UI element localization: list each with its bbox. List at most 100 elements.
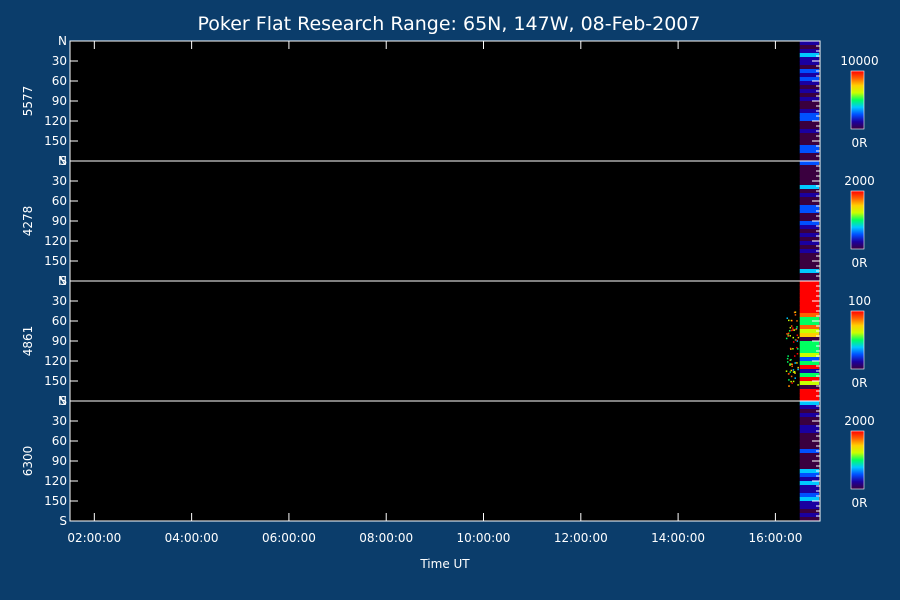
strip-cell xyxy=(799,261,819,266)
emission-speck xyxy=(793,329,796,331)
strip-cell xyxy=(799,241,819,246)
strip-cell xyxy=(799,369,819,374)
panel-data-strip xyxy=(799,401,819,522)
panel-ylabel: 6300 xyxy=(21,446,35,477)
strip-cell xyxy=(799,249,819,254)
panel-5577: N 30 60 90 120 150 S 5577 10000 0R xyxy=(21,34,879,168)
strip-cell xyxy=(799,97,819,102)
strip-cell xyxy=(799,473,819,478)
strip-cell xyxy=(799,129,819,134)
strip-cell xyxy=(799,453,819,458)
y-tick-label: N xyxy=(58,34,67,48)
panel-ylabel: 4278 xyxy=(21,206,35,237)
emission-speck xyxy=(796,334,799,337)
strip-cell xyxy=(799,477,819,482)
y-tick-label: 150 xyxy=(44,134,67,148)
strip-cell xyxy=(799,61,819,66)
y-tick-label: 90 xyxy=(52,454,67,468)
emission-speck xyxy=(797,368,799,371)
strip-cell xyxy=(799,509,819,514)
y-tick-label: 150 xyxy=(44,254,67,268)
panel-data-strip xyxy=(799,41,819,162)
panel-4861: N 30 60 90 120 150 S 4861 100 0R xyxy=(21,274,871,408)
emission-speck xyxy=(788,385,790,387)
strip-cell xyxy=(799,321,819,326)
emission-speck xyxy=(794,314,797,316)
emission-speck xyxy=(792,329,794,331)
colorbar-max-label: 2000 xyxy=(844,174,875,188)
strip-cell xyxy=(799,197,819,202)
strip-cell xyxy=(799,169,819,174)
colorbar-max-label: 2000 xyxy=(844,414,875,428)
panel-plot-area xyxy=(70,161,820,281)
strip-cell xyxy=(799,205,819,210)
strip-cell xyxy=(799,361,819,366)
x-tick-label: 08:00:00 xyxy=(359,531,413,545)
x-axis: 02:00:00 04:00:00 06:00:00 08:00:00 10:00:00… xyxy=(67,41,802,545)
strip-cell xyxy=(799,393,819,398)
strip-cell xyxy=(799,333,819,338)
emission-speck xyxy=(792,348,794,350)
emission-speck xyxy=(796,352,799,355)
strip-cell xyxy=(799,417,819,422)
strip-cell xyxy=(799,101,819,106)
strip-cell xyxy=(799,85,819,90)
strip-cell xyxy=(799,433,819,438)
emission-speck xyxy=(794,311,797,313)
strip-cell xyxy=(799,329,819,334)
strip-cell xyxy=(799,481,819,486)
y-tick-label: 90 xyxy=(52,214,67,228)
y-tick-label: 60 xyxy=(52,314,67,328)
strip-cell xyxy=(799,53,819,58)
strip-cell xyxy=(799,153,819,158)
strip-cell xyxy=(799,65,819,70)
strip-cell xyxy=(799,281,819,286)
emission-speck xyxy=(792,327,794,329)
emission-speck xyxy=(796,326,798,328)
emission-speck xyxy=(790,348,792,350)
y-tick-label: S xyxy=(59,154,67,168)
emission-speck xyxy=(787,334,789,336)
emission-speck xyxy=(785,370,788,372)
emission-speck xyxy=(793,371,796,373)
strip-cell xyxy=(799,273,819,278)
strip-cell xyxy=(799,341,819,346)
strip-cell xyxy=(799,485,819,490)
emission-speck xyxy=(790,375,793,378)
strip-cell xyxy=(799,429,819,434)
strip-cell xyxy=(799,345,819,350)
emission-speck xyxy=(797,336,800,339)
strip-cell xyxy=(799,93,819,98)
panel-4278: N 30 60 90 120 150 S 4278 2000 0R xyxy=(21,154,875,288)
panels-group: N 30 60 90 120 150 S 5577 10000 0R N 30 60 90 120 150 S 4… xyxy=(21,34,879,528)
y-tick-label: N xyxy=(58,274,67,288)
emission-speck xyxy=(796,320,798,322)
strip-cell xyxy=(799,457,819,462)
strip-cell xyxy=(799,493,819,498)
emission-speck xyxy=(793,311,796,314)
emission-speck xyxy=(792,341,795,343)
colorbar-max-label: 10000 xyxy=(840,54,878,68)
strip-cell xyxy=(799,397,819,402)
y-tick-label: 60 xyxy=(52,194,67,208)
emission-speck xyxy=(785,337,788,340)
strip-cell xyxy=(799,193,819,198)
strip-cell xyxy=(799,489,819,494)
colorbar-max-label: 100 xyxy=(848,294,871,308)
strip-cell xyxy=(799,133,819,138)
emission-speck xyxy=(791,363,794,366)
panel-ylabel: 5577 xyxy=(21,86,35,117)
strip-cell xyxy=(799,121,819,126)
emission-speck xyxy=(794,372,796,374)
strip-cell xyxy=(799,233,819,238)
strip-cell xyxy=(799,201,819,206)
y-tick-label: 60 xyxy=(52,74,67,88)
strip-cell xyxy=(799,185,819,190)
colorbar xyxy=(850,310,865,370)
strip-cell xyxy=(799,181,819,186)
colorbar-min-label: 0R xyxy=(852,136,868,150)
colorbar xyxy=(850,430,865,490)
strip-cell xyxy=(799,445,819,450)
emission-speck xyxy=(787,332,790,335)
y-tick-label: 30 xyxy=(52,414,67,428)
